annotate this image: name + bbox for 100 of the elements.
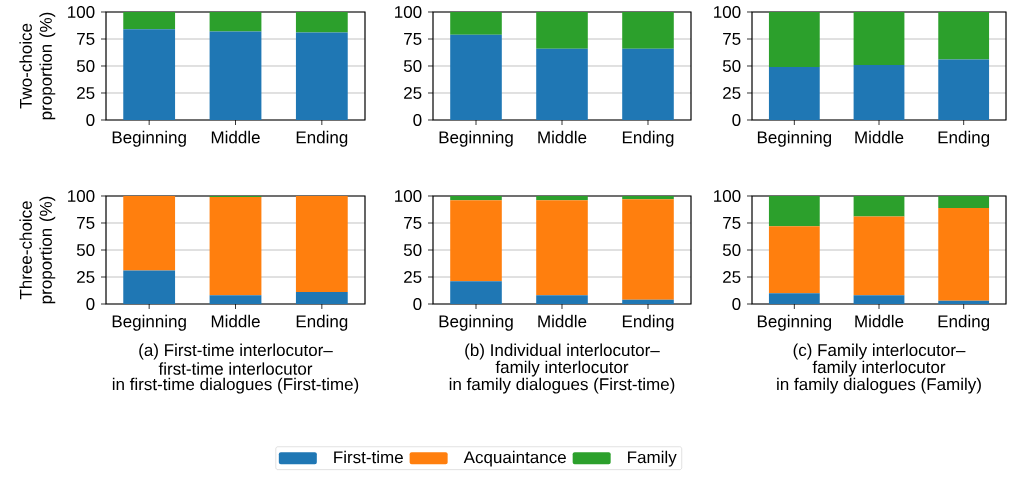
bar [853, 12, 905, 65]
x-tick-label: Beginning [757, 314, 832, 331]
y-tick-label: 50 [76, 243, 95, 257]
x-tick-label: Ending [938, 314, 990, 331]
bar [209, 12, 262, 32]
bar [123, 29, 176, 120]
bar [450, 200, 502, 282]
bar [123, 196, 176, 271]
text: (b) Individual interlocutor– [465, 343, 660, 360]
x-tick-label: Beginning [112, 314, 186, 331]
x-tick-label: Ending [938, 130, 990, 147]
bar [450, 196, 502, 201]
y-axis-title: Three-choice proportion (%) [19, 196, 56, 304]
text: in family dialogues (First-time) [449, 377, 675, 394]
text: in family dialogues (Family) [777, 377, 981, 394]
y-tick-label: 0 [732, 113, 741, 127]
bar [938, 196, 990, 208]
bar [768, 196, 820, 227]
y-tick-label: 100 [714, 189, 741, 203]
y-tick-label: 100 [395, 189, 422, 203]
bar [768, 293, 820, 304]
y-tick-label: 75 [723, 217, 741, 229]
y-tick-label: 100 [714, 5, 741, 19]
x-tick-label: Middle [538, 130, 587, 144]
x-tick-label: Ending [296, 314, 348, 331]
y-tick-label: 75 [77, 217, 95, 229]
bar [295, 292, 348, 304]
bar [853, 295, 905, 304]
bar [938, 59, 990, 120]
bar [536, 196, 588, 201]
bar [450, 34, 502, 120]
bar [938, 300, 990, 304]
x-tick-label: Ending [622, 130, 674, 147]
bar [622, 12, 674, 49]
y-tick-label: 100 [68, 189, 95, 203]
x-tick-label: Beginning [439, 130, 513, 147]
y-tick-label: 25 [723, 270, 741, 284]
y-tick-label: 0 [413, 113, 422, 127]
y-tick-label: 25 [77, 270, 95, 284]
bar [209, 197, 262, 296]
y-tick-label: 0 [732, 297, 741, 311]
y-tick-label: 50 [722, 59, 741, 73]
bar [295, 12, 348, 33]
y-tick-label: 50 [76, 59, 95, 73]
y-tick-label: 75 [404, 217, 422, 229]
bar [536, 12, 588, 49]
y-tick-label: 100 [395, 5, 422, 19]
y-tick-label: 25 [723, 86, 741, 100]
legend-label: Acquaintance [463, 450, 566, 467]
y-tick-label: 50 [403, 59, 422, 73]
y-tick-label: 50 [722, 243, 741, 257]
bar [536, 48, 588, 120]
bar [768, 226, 820, 294]
bar [938, 12, 990, 60]
y-tick-label: 0 [86, 113, 95, 127]
bar [853, 216, 905, 296]
bar [295, 196, 348, 293]
x-tick-label: Beginning [757, 130, 832, 147]
y-tick-label: 25 [404, 270, 422, 284]
x-tick-label: Middle [855, 130, 904, 144]
text: family interlocutor [812, 360, 946, 377]
y-tick-label: 75 [723, 33, 741, 45]
bar [450, 12, 502, 35]
y-tick-label: 50 [403, 243, 422, 257]
x-tick-label: Beginning [112, 130, 186, 147]
x-tick-label: Middle [855, 314, 904, 328]
y-axis-title: Two-choice proportion (%) [19, 12, 56, 120]
bar [295, 32, 348, 120]
legend-label: Family [628, 450, 677, 467]
text: first-time interlocutor [158, 362, 313, 375]
y-tick-label: 75 [404, 33, 422, 45]
x-tick-label: Ending [296, 130, 348, 147]
bar [622, 48, 674, 120]
y-tick-label: 25 [404, 86, 422, 100]
y-tick-label: 0 [413, 297, 422, 311]
bar [853, 64, 905, 120]
x-tick-label: Ending [622, 314, 674, 331]
y-tick-label: 100 [68, 5, 95, 19]
bar [622, 299, 674, 304]
bar [450, 281, 502, 304]
x-tick-label: Middle [211, 130, 260, 144]
text: family interlocutor [495, 360, 629, 377]
x-tick-label: Middle [211, 314, 260, 328]
x-tick-label: Beginning [439, 314, 513, 331]
text: (a) First-time interlocutor– [139, 343, 333, 360]
bar [853, 196, 905, 217]
bar [123, 270, 176, 304]
bar [768, 12, 820, 68]
bar [536, 295, 588, 304]
bar [209, 31, 262, 120]
bar [123, 12, 176, 30]
bar [622, 199, 674, 300]
bar [938, 207, 990, 301]
text: in first-time dialogues (First-time) [112, 377, 359, 394]
x-tick-label: Middle [538, 314, 587, 328]
bar [536, 200, 588, 296]
text: (c) Family interlocutor– [793, 343, 966, 360]
bar [209, 295, 262, 304]
y-tick-label: 75 [77, 33, 95, 45]
y-tick-label: 0 [86, 297, 95, 311]
